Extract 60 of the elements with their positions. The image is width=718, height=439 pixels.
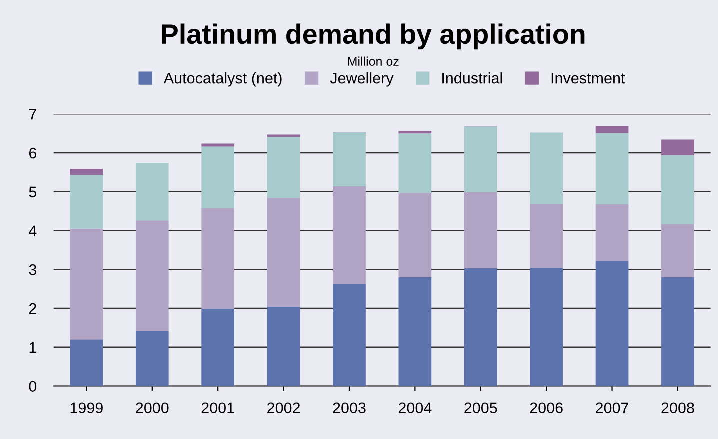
chart-title: Platinum demand by application <box>162 24 585 50</box>
bar <box>596 133 629 204</box>
legend-label: Industrial <box>442 72 502 84</box>
bar <box>136 331 169 386</box>
bar <box>267 307 300 386</box>
bar <box>530 204 563 268</box>
bar <box>202 144 235 147</box>
y-tick-label: 3 <box>29 264 37 276</box>
x-tick-label: 2001 <box>202 402 234 414</box>
x-tick-label: 2006 <box>530 402 563 414</box>
bar <box>333 132 366 186</box>
bar <box>662 155 694 224</box>
bar <box>70 340 104 386</box>
bar <box>333 186 366 284</box>
bar <box>267 134 300 138</box>
y-tick-label: 7 <box>29 109 36 120</box>
x-tick-label: 2002 <box>268 402 300 414</box>
bar <box>662 140 694 156</box>
bar <box>136 163 169 221</box>
bar <box>136 220 169 332</box>
bar <box>662 224 694 278</box>
bar <box>70 175 104 229</box>
x-tick-label: 1999 <box>70 402 103 414</box>
bar <box>398 134 432 194</box>
bar <box>398 131 432 134</box>
y-tick-label: 2 <box>29 303 36 314</box>
bar <box>333 284 366 386</box>
bar <box>464 126 498 192</box>
bar <box>662 277 694 386</box>
y-tick-label: 1 <box>30 342 36 353</box>
bar <box>596 126 629 134</box>
x-tick-label: 2007 <box>596 402 629 414</box>
legend-label: Jewellery <box>330 72 394 87</box>
x-tick-label: 2003 <box>333 402 366 414</box>
bar <box>398 277 432 386</box>
x-tick-label: 2005 <box>464 402 498 414</box>
x-tick-label: 2000 <box>136 402 169 414</box>
bar <box>464 192 498 269</box>
y-tick-label: 6 <box>29 148 37 159</box>
bar <box>70 168 104 176</box>
bar <box>530 268 563 386</box>
bar <box>464 268 498 386</box>
y-tick-label: 0 <box>29 381 37 392</box>
legend-label: Investment <box>552 73 626 84</box>
bar <box>202 146 235 208</box>
bar <box>267 137 300 198</box>
x-tick-label: 2004 <box>398 402 432 414</box>
bar <box>70 228 104 340</box>
bar <box>398 193 432 278</box>
bar <box>267 198 300 307</box>
y-tick-label: 5 <box>29 186 37 198</box>
bar <box>202 308 235 386</box>
x-tick-label: 2008 <box>662 402 694 414</box>
bar <box>530 132 563 204</box>
bar <box>202 208 235 309</box>
y-tick-label: 4 <box>29 226 37 236</box>
bar <box>596 204 629 262</box>
legend-label: Autocatalyst (net) <box>164 72 282 87</box>
chart-subtitle: Million oz <box>348 56 399 66</box>
bar <box>596 261 629 386</box>
